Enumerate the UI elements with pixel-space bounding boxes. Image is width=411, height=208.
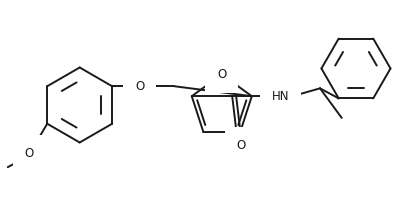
Text: O: O [25,147,34,160]
Text: O: O [217,68,226,81]
Text: O: O [135,80,144,93]
Text: HN: HN [272,90,289,103]
Text: O: O [236,139,246,152]
